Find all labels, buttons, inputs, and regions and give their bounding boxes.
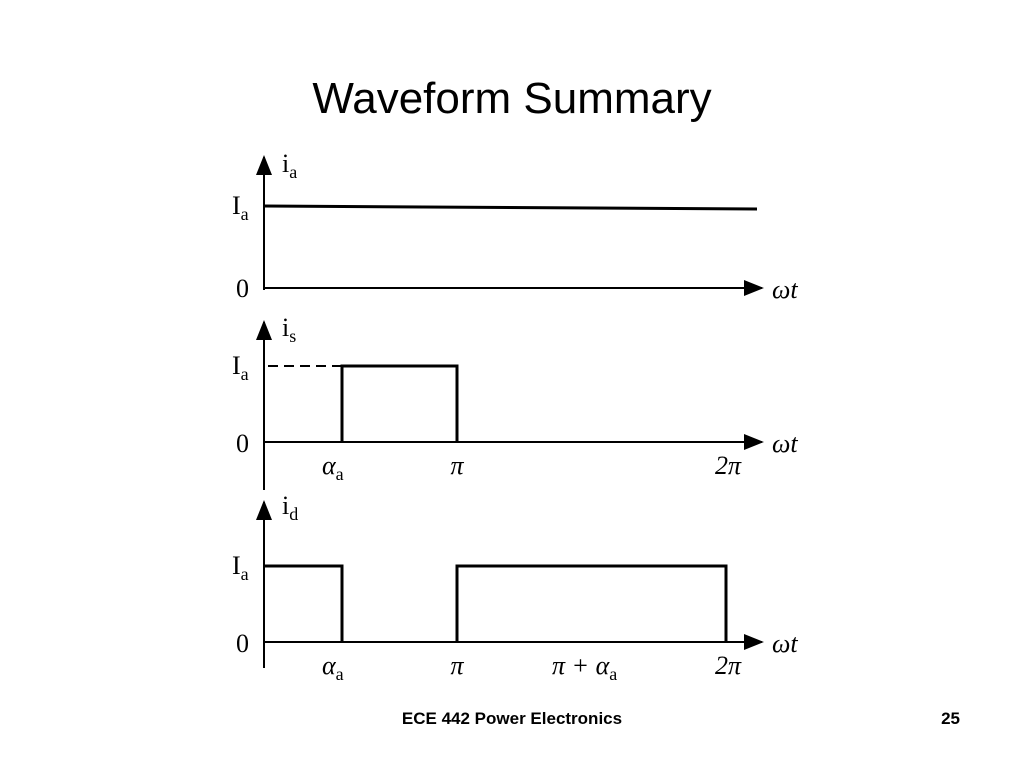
level-label: Ia bbox=[232, 351, 249, 384]
panel: id Ia 0 ωt αa π π + αa 2π bbox=[232, 491, 798, 684]
waveform bbox=[264, 564, 344, 642]
tick-label: 2π bbox=[715, 651, 742, 680]
slide-title: Waveform Summary bbox=[312, 74, 711, 123]
panel: is Ia 0 ωt αa π 2π bbox=[232, 313, 798, 490]
footer-course: ECE 442 Power Electronics bbox=[402, 709, 622, 728]
tick-label: 2π bbox=[715, 451, 742, 480]
level-label: Ia bbox=[232, 191, 249, 224]
tick-label: π bbox=[450, 651, 464, 680]
waveform bbox=[455, 564, 728, 642]
signal-label: is bbox=[282, 313, 296, 346]
signal-label: id bbox=[282, 491, 298, 524]
tick-label: π bbox=[450, 451, 464, 480]
waveform bbox=[263, 204, 758, 211]
panel: ia Ia 0 ωt bbox=[232, 149, 798, 304]
axis-label: ωt bbox=[772, 429, 798, 458]
origin-label: 0 bbox=[236, 274, 249, 303]
origin-label: 0 bbox=[236, 429, 249, 458]
axis-label: ωt bbox=[772, 629, 798, 658]
waveform bbox=[340, 364, 459, 442]
page-number: 25 bbox=[941, 709, 960, 728]
level-label: Ia bbox=[232, 551, 249, 584]
signal-label: ia bbox=[282, 149, 297, 182]
tick-label: αa bbox=[322, 451, 344, 484]
origin-label: 0 bbox=[236, 629, 249, 658]
tick-label: αa bbox=[322, 651, 344, 684]
axis-label: ωt bbox=[772, 275, 798, 304]
tick-label: π + αa bbox=[552, 651, 617, 684]
